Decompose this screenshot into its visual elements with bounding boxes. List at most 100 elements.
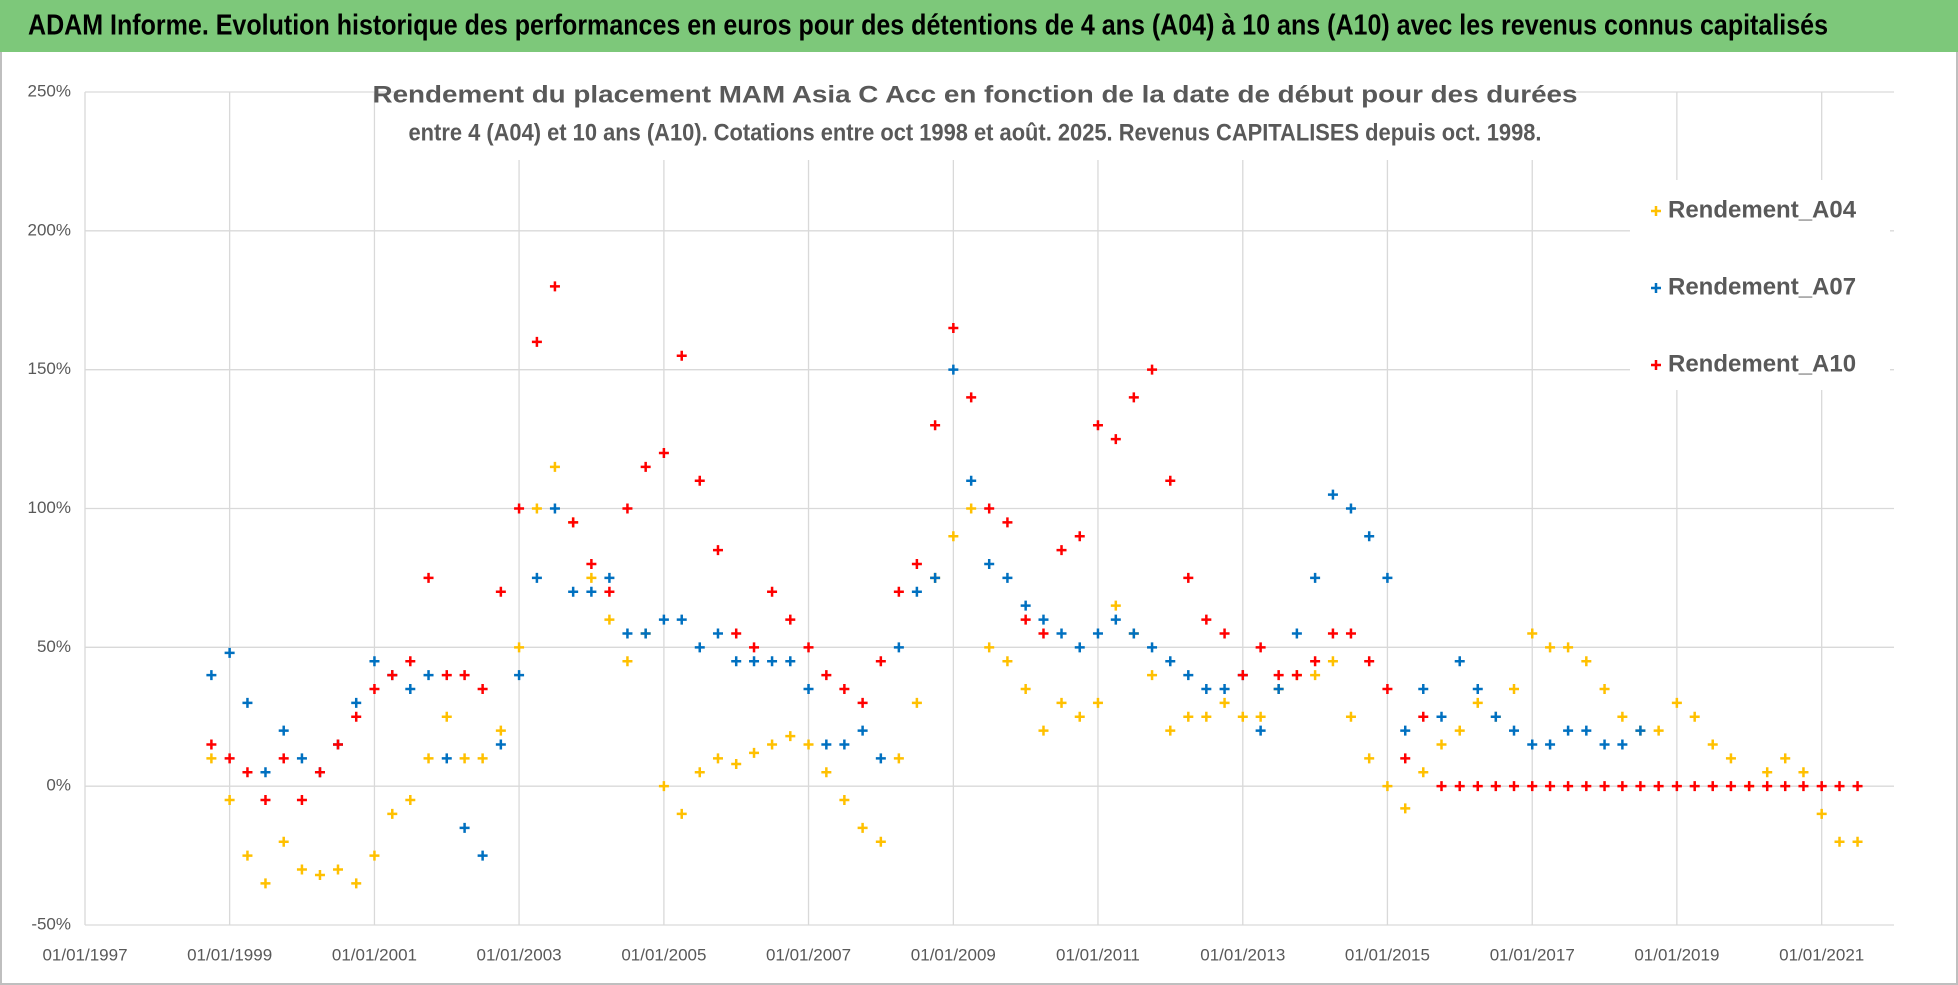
point: [314, 767, 325, 778]
point: [242, 697, 253, 708]
point: [839, 683, 850, 694]
point: [640, 628, 651, 639]
point: [1509, 725, 1520, 736]
point: [1074, 531, 1085, 542]
point: [1327, 656, 1338, 667]
point: [1255, 711, 1266, 722]
point: [441, 753, 452, 764]
point: [1454, 725, 1465, 736]
point: [1183, 572, 1194, 583]
point: [1201, 614, 1212, 625]
point: [857, 725, 868, 736]
point: [1364, 753, 1375, 764]
point: [1527, 628, 1538, 639]
point: [1725, 781, 1736, 792]
point: [1436, 781, 1447, 792]
point: [712, 753, 723, 764]
point: [767, 586, 778, 597]
point: [1635, 781, 1646, 792]
point: [857, 697, 868, 708]
legend-bg: [1630, 180, 1890, 390]
point: [423, 753, 434, 764]
x-tick-label: 01/01/2015: [1345, 945, 1430, 964]
legend: Rendement_A04 Rendement_A07 Rendement_A10: [1630, 180, 1890, 390]
point: [1183, 670, 1194, 681]
point: [568, 517, 579, 528]
point: [514, 642, 525, 653]
point: [1273, 683, 1284, 694]
point: [242, 850, 253, 861]
point: [459, 670, 470, 681]
point: [531, 336, 542, 347]
point: [369, 683, 380, 694]
point: [1002, 656, 1013, 667]
point: [767, 739, 778, 750]
point: [278, 725, 289, 736]
point: [206, 739, 217, 750]
point: [1454, 781, 1465, 792]
point: [658, 447, 669, 458]
point: [948, 364, 959, 375]
point: [1671, 781, 1682, 792]
x-tick-label: 01/01/2021: [1779, 945, 1864, 964]
point: [803, 683, 814, 694]
point: [278, 836, 289, 847]
point: [749, 656, 760, 667]
point: [1472, 683, 1483, 694]
point: [1816, 781, 1827, 792]
point: [1617, 711, 1628, 722]
point: [1798, 781, 1809, 792]
point: [1110, 600, 1121, 611]
point: [966, 392, 977, 403]
point: [875, 656, 886, 667]
point: [387, 670, 398, 681]
point: [1436, 711, 1447, 722]
point: [1002, 517, 1013, 528]
point: [568, 586, 579, 597]
point: [278, 753, 289, 764]
point: [622, 628, 633, 639]
point: [1219, 683, 1230, 694]
y-tick-label: -50%: [31, 914, 71, 933]
point: [351, 697, 362, 708]
point: [622, 503, 633, 514]
point: [1345, 628, 1356, 639]
point: [1128, 392, 1139, 403]
point: [875, 753, 886, 764]
point: [1074, 642, 1085, 653]
point: [1273, 670, 1284, 681]
point: [1418, 711, 1429, 722]
point: [206, 753, 217, 764]
point: [604, 572, 615, 583]
point: [1762, 781, 1773, 792]
point: [1834, 781, 1845, 792]
point: [948, 323, 959, 334]
point: [821, 739, 832, 750]
point: [1852, 781, 1863, 792]
point: [803, 739, 814, 750]
point: [1364, 656, 1375, 667]
point: [1617, 781, 1628, 792]
point: [1707, 739, 1718, 750]
point: [893, 642, 904, 653]
point: [224, 647, 235, 658]
point: [531, 572, 542, 583]
point: [260, 795, 271, 806]
point: [821, 670, 832, 681]
point: [224, 795, 235, 806]
point: [1563, 642, 1574, 653]
point: [296, 864, 307, 875]
point: [1327, 628, 1338, 639]
point: [1400, 725, 1411, 736]
point: [749, 642, 760, 653]
point: [1834, 836, 1845, 847]
point: [1291, 670, 1302, 681]
point: [296, 753, 307, 764]
point: [658, 781, 669, 792]
marks: [206, 281, 1863, 889]
point: [604, 614, 615, 625]
point: [1400, 753, 1411, 764]
point: [351, 711, 362, 722]
